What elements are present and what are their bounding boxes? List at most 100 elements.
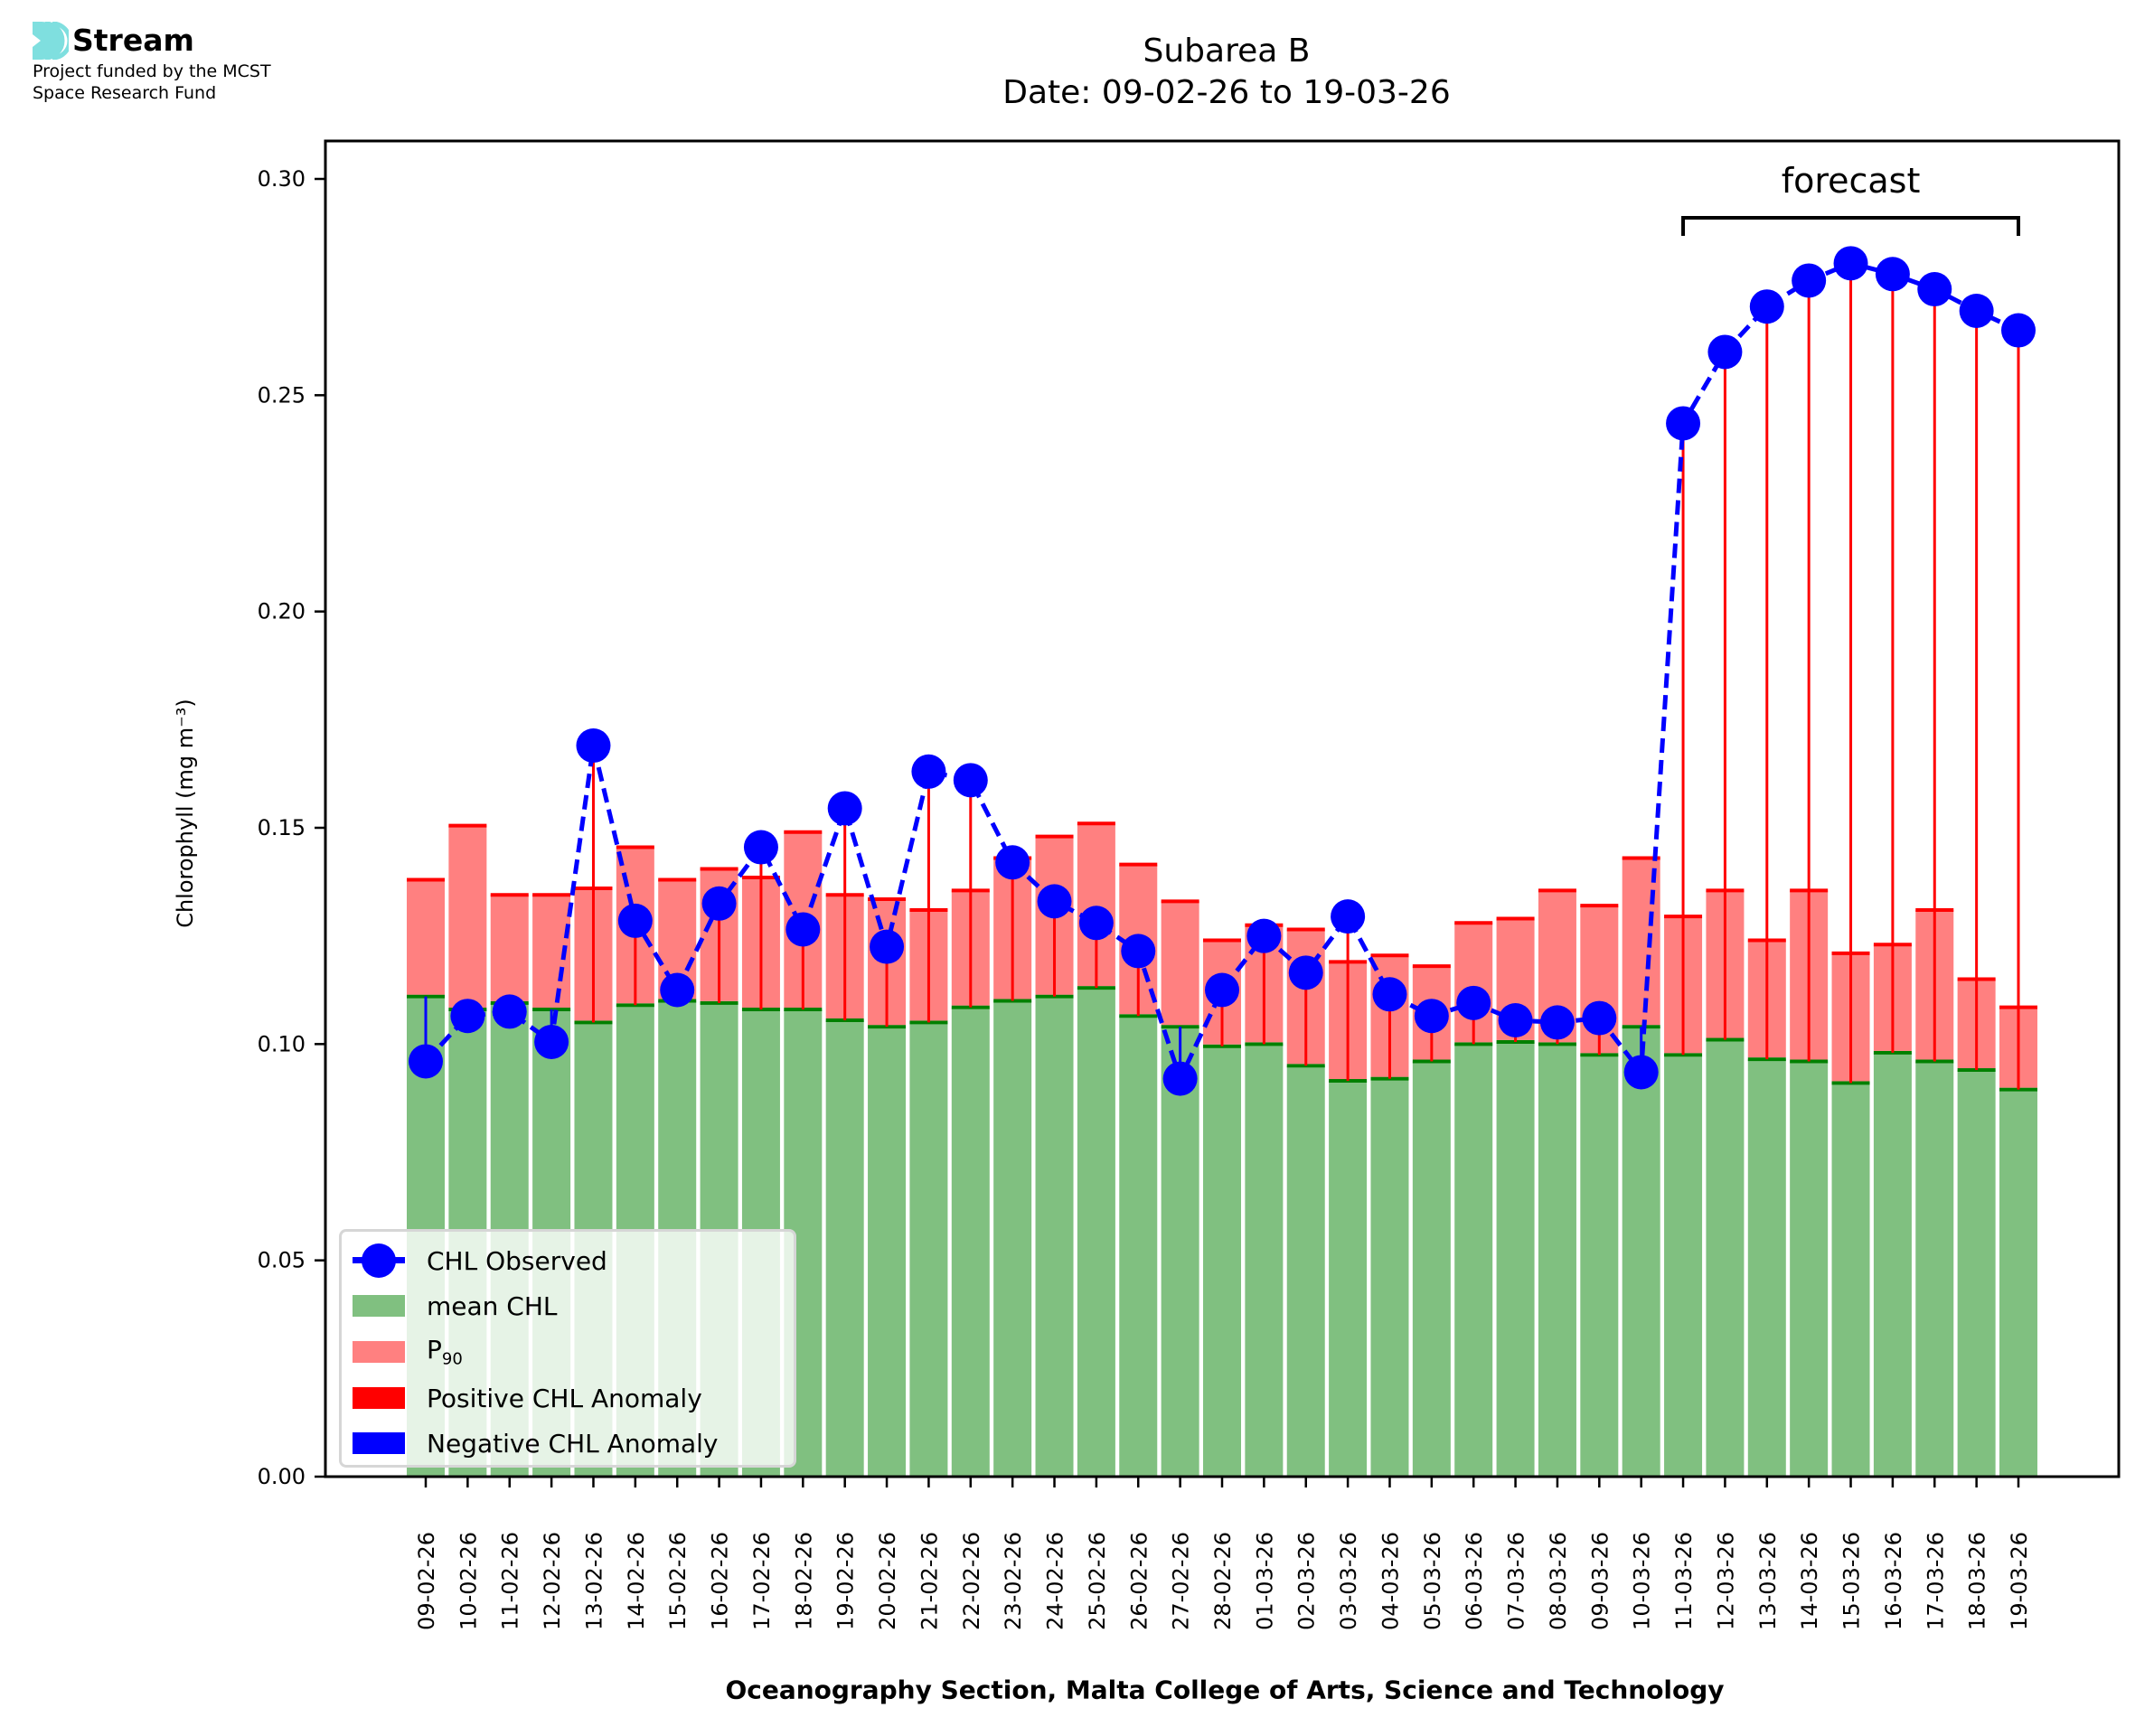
x-tick-label: 28-02-26 [1210, 1532, 1236, 1630]
y-tick-label: 0.15 [258, 815, 306, 840]
legend-item-observed: CHL Observed [353, 1243, 607, 1279]
mean-bar [1747, 1059, 1786, 1477]
mean-bar [951, 1007, 990, 1477]
observed-marker [1456, 985, 1491, 1020]
x-tick-label: 22-02-26 [959, 1532, 984, 1630]
forecast-bracket [1681, 216, 2020, 236]
observed-marker [1288, 955, 1323, 990]
observed-marker [1246, 918, 1282, 953]
p90-bar [1161, 901, 1199, 1026]
x-tick-label: 12-03-26 [1713, 1532, 1738, 1630]
y-tick-label: 0.25 [258, 382, 306, 408]
observed-marker [534, 1024, 569, 1059]
mean-bar [1454, 1044, 1493, 1477]
legend-label: mean CHL [427, 1290, 558, 1321]
x-tick-label: 09-02-26 [414, 1532, 439, 1630]
observed-marker [1372, 977, 1407, 1012]
x-tick-label: 07-03-26 [1504, 1532, 1529, 1630]
x-tick-label: 12-02-26 [540, 1532, 565, 1630]
x-tick-label: 19-02-26 [833, 1532, 859, 1630]
y-axis-label: Chlorophyll (mg m⁻³) [173, 699, 198, 928]
legend: CHL Observed mean CHL P90 Positive CHL A… [339, 1229, 796, 1468]
observed-marker [1623, 1055, 1659, 1090]
mean-bar [1286, 1065, 1325, 1477]
observed-marker [953, 763, 988, 798]
x-tick-label: 09-03-26 [1587, 1532, 1613, 1630]
legend-label: Negative CHL Anomaly [427, 1428, 719, 1459]
chart-title: Subarea B [1143, 33, 1311, 70]
observed-marker [576, 728, 611, 764]
observed-marker [1666, 406, 1701, 441]
observed-marker [995, 845, 1030, 880]
observed-marker [1078, 906, 1114, 941]
observed-marker [2001, 313, 2036, 348]
x-tick-label: 14-03-26 [1797, 1532, 1822, 1630]
legend-label: Positive CHL Anomaly [427, 1383, 702, 1413]
legend-swatch-positive [353, 1387, 405, 1409]
x-tick-label: 23-02-26 [1001, 1532, 1026, 1630]
observed-marker [1792, 263, 1827, 298]
mean-bar [1245, 1044, 1284, 1477]
legend-label: P90 [427, 1335, 463, 1369]
mean-bar [1873, 1052, 1912, 1477]
x-tick-label: 16-02-26 [708, 1532, 733, 1630]
observed-marker [1959, 293, 1994, 328]
legend-swatch-negative [353, 1432, 405, 1454]
observed-marker [1917, 272, 1952, 307]
observed-marker [743, 830, 778, 865]
legend-item-negative-anomaly: Negative CHL Anomaly [353, 1425, 718, 1461]
observed-marker [1582, 1000, 1617, 1036]
x-tick-label: 10-03-26 [1630, 1532, 1655, 1630]
brand-subtitle-1: Project funded by the MCST [33, 61, 271, 81]
stream-waves-icon [33, 22, 69, 60]
observed-marker [660, 972, 695, 1008]
mean-bar [1538, 1044, 1576, 1477]
observed-marker [1749, 289, 1784, 324]
axes-layer: 09-02-26 10-02-26 11-02-26 12-02-26 13-02-26… [258, 139, 2121, 1630]
y-tick-label: 0.10 [258, 1031, 306, 1056]
branding-logo: Stream Project funded by the MCST Space … [33, 22, 271, 103]
p90-bar [448, 825, 487, 1009]
x-tick-label: 03-03-26 [1336, 1532, 1361, 1630]
observed-marker [701, 886, 737, 921]
mean-bar [1957, 1070, 1996, 1477]
x-tick-label: 17-02-26 [749, 1532, 775, 1630]
p90-bar [407, 879, 445, 995]
observed-marker [450, 999, 485, 1034]
observed-marker [785, 912, 821, 947]
legend-swatch-p90 [353, 1341, 405, 1363]
mean-bar [1496, 1041, 1535, 1477]
x-tick-label: 10-02-26 [456, 1532, 481, 1630]
x-tick-label: 24-02-26 [1043, 1532, 1068, 1630]
mean-bar [1831, 1083, 1870, 1477]
mean-bar [1203, 1046, 1241, 1477]
mean-bar [1706, 1039, 1745, 1477]
mean-bar [993, 1000, 1032, 1477]
x-axis-label: Oceanography Section, Malta College of A… [725, 1675, 1725, 1705]
observed-marker [1121, 934, 1156, 969]
mean-bar [1915, 1061, 1954, 1477]
observed-marker [1875, 257, 1910, 292]
forecast-label: forecast [1782, 161, 1921, 201]
mean-bar [1412, 1061, 1451, 1477]
legend-line-marker [353, 1243, 405, 1278]
bars-layer [407, 821, 2037, 1477]
mean-bar [1370, 1078, 1409, 1477]
observed-marker [1331, 899, 1366, 934]
mean-bar [1161, 1027, 1199, 1477]
x-tick-label: 15-02-26 [665, 1532, 691, 1630]
observed-marker [1037, 884, 1072, 919]
observed-marker [1707, 334, 1743, 370]
x-tick-label: 13-02-26 [581, 1532, 607, 1630]
mean-bar [1077, 988, 1115, 1477]
observed-marker [1162, 1061, 1198, 1096]
observed-marker [827, 791, 862, 826]
observed-marker [1498, 1003, 1533, 1038]
brand-subtitle-2: Space Research Fund [33, 83, 217, 103]
legend-swatch-mean [353, 1295, 405, 1317]
x-tick-label: 27-02-26 [1169, 1532, 1194, 1630]
observed-marker [1833, 246, 1868, 281]
mean-bar [868, 1027, 907, 1477]
legend-item-mean: mean CHL [353, 1288, 558, 1324]
